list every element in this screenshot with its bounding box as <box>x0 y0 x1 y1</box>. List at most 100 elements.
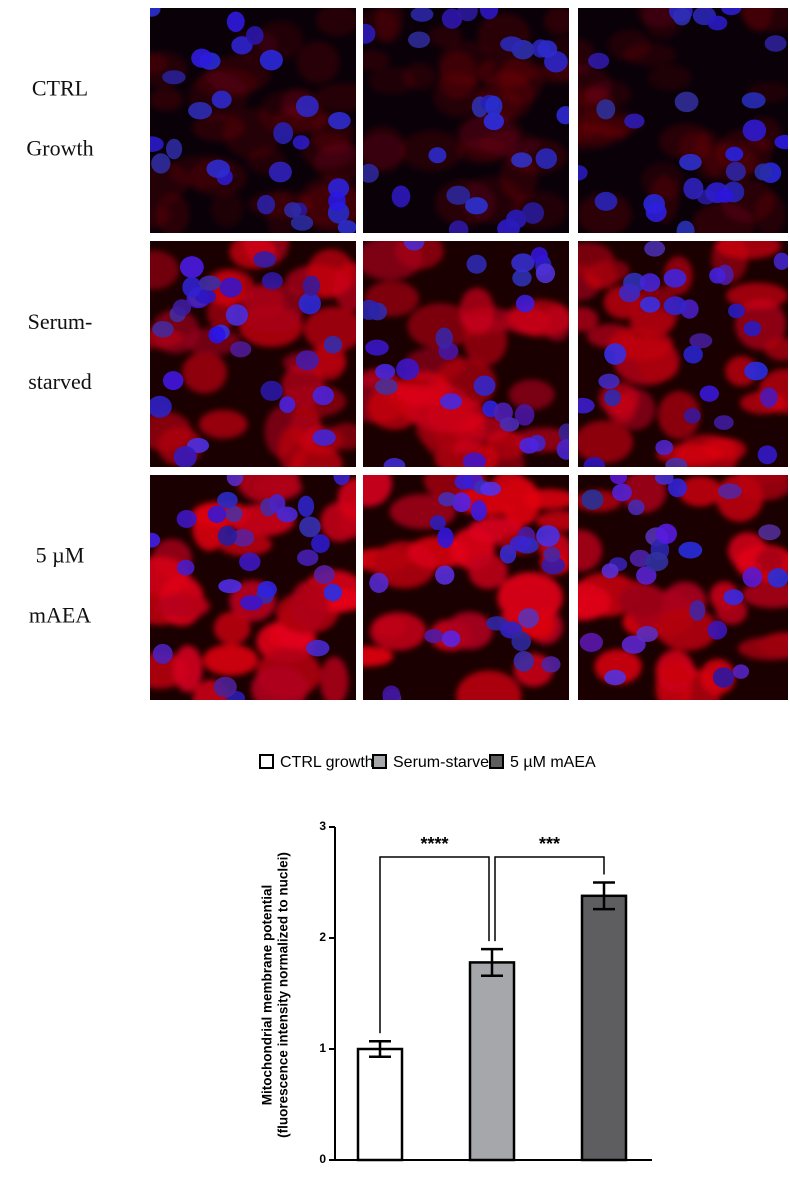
nucleus <box>382 685 401 700</box>
nucleus <box>188 101 213 120</box>
nucleus <box>441 8 463 29</box>
nucleus <box>150 395 172 418</box>
nucleus <box>500 36 524 52</box>
nucleus <box>176 559 195 576</box>
nucleus <box>408 31 431 48</box>
cytoplasm <box>182 351 227 394</box>
nucleus <box>313 565 335 585</box>
nucleus <box>604 343 627 365</box>
nucleus <box>150 8 161 17</box>
cells <box>150 8 356 233</box>
cytoplasm <box>578 529 603 572</box>
nucleus <box>273 122 294 145</box>
y-tick-label: 3 <box>319 819 326 833</box>
cytoplasm <box>363 646 394 667</box>
cytoplasm <box>251 666 308 700</box>
cytoplasm <box>363 133 404 169</box>
cytoplasm <box>764 338 788 361</box>
nucleus <box>639 273 661 292</box>
nucleus <box>725 146 744 162</box>
cytoplasm <box>150 53 168 74</box>
nucleus <box>152 643 173 664</box>
cytoplasm <box>237 475 300 504</box>
nucleus <box>732 664 750 679</box>
nucleus <box>717 483 742 499</box>
nucleus <box>302 275 321 296</box>
cytoplasm <box>363 49 390 71</box>
nucleus <box>483 112 505 131</box>
nucleus <box>451 492 472 513</box>
nucleus <box>473 375 496 396</box>
nucleus <box>530 247 548 264</box>
nucleus <box>290 215 314 231</box>
cytoplasm <box>150 88 184 111</box>
nucleus <box>297 495 315 517</box>
cytoplasm <box>655 662 692 700</box>
legend-label: Serum-starved <box>393 754 498 771</box>
cytoplasm <box>741 580 788 609</box>
nucleus <box>383 457 406 467</box>
legend-swatch <box>372 754 387 769</box>
nucleus <box>150 136 164 152</box>
nucleus <box>604 389 621 407</box>
nucleus <box>217 525 237 546</box>
nucleus <box>225 505 243 523</box>
nucleus <box>578 397 595 414</box>
nucleus <box>256 194 276 215</box>
nucleus <box>723 589 744 606</box>
error-bar <box>369 1039 391 1059</box>
nucleus <box>375 363 396 380</box>
nucleus <box>645 202 667 222</box>
cytoplasm <box>489 475 530 509</box>
nucleus <box>742 119 767 142</box>
nucleus <box>231 36 253 55</box>
cytoplasm <box>240 282 305 333</box>
nucleus <box>689 600 706 621</box>
nucleus <box>448 220 469 233</box>
nucleus <box>598 373 620 389</box>
nucleus <box>618 283 641 303</box>
cytoplasm <box>202 644 259 676</box>
nucleus <box>440 393 463 410</box>
nucleus <box>683 345 703 364</box>
micrograph <box>578 475 788 700</box>
nucleus <box>337 220 356 233</box>
cytoplasm <box>315 8 356 36</box>
nucleus <box>628 499 645 516</box>
nucleus <box>457 8 478 22</box>
nucleus <box>438 492 457 507</box>
nucleus <box>679 153 702 171</box>
nucleus <box>485 95 503 117</box>
cytoplasm <box>198 409 248 439</box>
cytoplasm <box>278 426 308 467</box>
nucleus <box>333 475 350 486</box>
nucleus <box>674 91 699 113</box>
cytoplasm <box>737 636 788 661</box>
nucleus <box>558 423 569 443</box>
nucleus <box>536 525 560 547</box>
nucleus <box>621 635 646 654</box>
cytoplasm <box>173 645 203 693</box>
nucleus <box>758 524 781 541</box>
nucleus <box>713 415 734 430</box>
y-tick-label: 1 <box>319 1041 326 1055</box>
cytoplasm <box>328 422 356 450</box>
nucleus <box>211 90 232 109</box>
cytoplasm <box>659 123 713 160</box>
significance-bracket <box>379 856 490 1034</box>
cytoplasm <box>456 670 522 700</box>
cytoplasm <box>578 582 612 621</box>
nucleus <box>760 387 778 408</box>
cytoplasm <box>468 554 508 589</box>
nucleus <box>305 639 330 657</box>
nucleus <box>391 185 411 208</box>
nucleus <box>410 8 434 22</box>
nucleus <box>579 632 603 652</box>
nucleus <box>429 515 446 531</box>
nucleus <box>578 165 588 181</box>
nucleus <box>279 396 296 414</box>
nucleus <box>299 516 321 538</box>
nucleus <box>284 202 302 218</box>
cytoplasm <box>296 41 340 84</box>
row-label: starved <box>28 369 92 394</box>
